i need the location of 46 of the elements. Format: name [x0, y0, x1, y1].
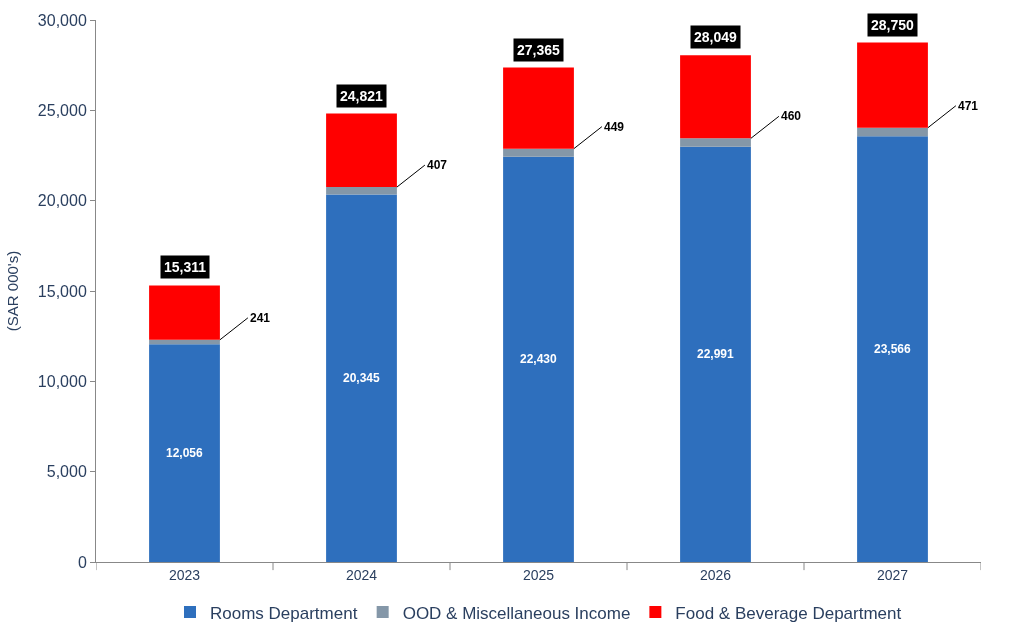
x-tick-label: 2024	[345, 566, 378, 583]
y-tick-label: 30,000	[37, 11, 87, 29]
data-label: 471	[958, 99, 979, 113]
y-axis-title: (SAR 000's)	[4, 250, 22, 332]
bar	[680, 146, 751, 562]
data-label: 12,056	[166, 446, 204, 460]
bar	[857, 136, 928, 562]
bar	[326, 194, 397, 562]
y-tick-label: 5,000	[46, 463, 87, 481]
bar	[503, 67, 574, 149]
data-label: 22,991	[697, 347, 735, 361]
bar	[503, 156, 574, 562]
data-label: 407	[427, 158, 448, 172]
total-label: 24,821	[340, 88, 384, 104]
legend-label: Food & Beverage Department	[675, 603, 902, 623]
bar	[326, 113, 397, 188]
y-tick-label: 0	[77, 553, 87, 571]
bar	[680, 55, 751, 139]
x-tick-label: 2025	[522, 566, 555, 583]
data-label: 460	[781, 109, 802, 123]
total-label: 28,049	[694, 29, 738, 45]
total-label: 28,750	[871, 17, 915, 33]
data-label: 22,430	[520, 352, 558, 366]
data-label: 241	[250, 311, 271, 325]
bar	[857, 127, 928, 137]
bar	[680, 138, 751, 147]
y-tick-label: 10,000	[37, 372, 87, 390]
x-tick-label: 2027	[876, 566, 909, 583]
total-label: 15,311	[164, 259, 207, 275]
y-tick-label: 15,000	[37, 282, 87, 300]
data-label: 23,566	[874, 342, 912, 356]
x-tick-label: 2026	[699, 566, 732, 583]
bar	[503, 148, 574, 157]
x-tick-label: 2023	[168, 566, 201, 583]
y-tick-label: 20,000	[37, 192, 87, 210]
bar	[326, 187, 397, 195]
bar	[149, 339, 220, 345]
bar	[857, 42, 928, 128]
legend-label: Rooms Department	[210, 603, 358, 623]
bar	[149, 344, 220, 562]
legend-label: OOD & Miscellaneous Income	[402, 603, 631, 623]
bar	[149, 285, 220, 340]
data-label: 20,345	[343, 371, 381, 385]
total-label: 27,365	[517, 42, 561, 58]
y-tick-label: 25,000	[37, 101, 87, 119]
data-label: 449	[604, 120, 625, 134]
